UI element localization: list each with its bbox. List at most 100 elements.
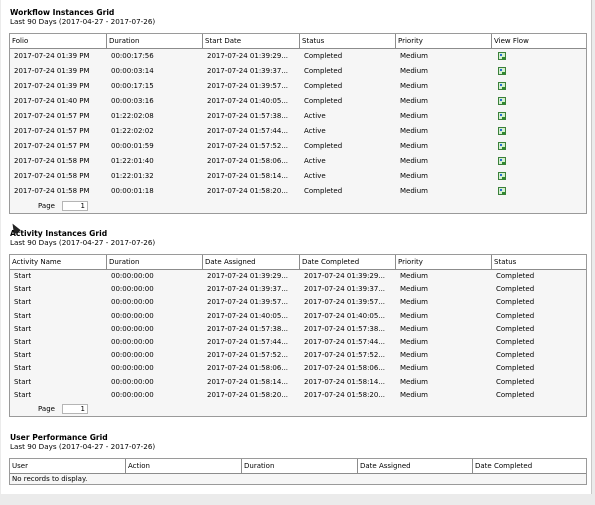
status-cell: Completed xyxy=(304,82,343,90)
duration-cell: 00:00:01:18 xyxy=(111,187,154,195)
date-assigned-cell: 2017-07-24 01:39:37... xyxy=(207,285,289,294)
start-date-cell: 2017-07-24 01:57:44... xyxy=(207,127,289,135)
status-cell: Completed xyxy=(496,351,535,360)
column-header-date-completed[interactable]: Date Completed xyxy=(475,462,533,470)
duration-cell: 00:00:00:00 xyxy=(111,324,154,333)
priority-cell: Medium xyxy=(400,172,428,180)
table-row[interactable]: Start 00:00:00:00 2017-07-24 01:39:57... 20… xyxy=(10,296,586,309)
priority-cell: Medium xyxy=(400,390,428,399)
table-row[interactable]: 2017-07-24 01:57 PM 01:22:02:02 2017-07-24… xyxy=(10,124,586,139)
status-cell: Completed xyxy=(496,337,535,346)
column-header-date-assigned[interactable]: Date Assigned xyxy=(203,255,300,269)
activity-grid-body: Start 00:00:00:00 2017-07-24 01:39:29... 20… xyxy=(10,270,586,402)
workflow-grid-date-range: Last 90 Days (2017-04-27 - 2017-07-26) xyxy=(10,17,156,26)
column-header-status[interactable]: Status xyxy=(300,34,396,48)
priority-cell: Medium xyxy=(400,377,428,386)
priority-cell: Medium xyxy=(400,52,428,60)
table-row[interactable]: Start 00:00:00:00 2017-07-24 01:58:06... 20… xyxy=(10,362,586,375)
table-row[interactable]: Start 00:00:00:00 2017-07-24 01:39:29... 20… xyxy=(10,270,586,283)
page-number-input[interactable]: 1 xyxy=(62,403,88,414)
view-flow-icon[interactable] xyxy=(498,97,506,105)
view-flow-icon[interactable] xyxy=(498,172,506,180)
column-header-priority[interactable]: Priority xyxy=(396,34,492,48)
start-date-cell: 2017-07-24 01:58:06... xyxy=(207,157,289,165)
column-header-duration[interactable]: Duration xyxy=(242,459,358,473)
page-number-input[interactable]: 1 xyxy=(62,201,88,211)
workflow-grid: Folio Duration Start Date Status Priorit… xyxy=(9,33,587,214)
table-row[interactable]: Start 00:00:00:00 2017-07-24 01:58:20... 20… xyxy=(10,389,586,402)
activity-name-cell: Start xyxy=(14,337,32,346)
start-date-cell: 2017-07-24 01:40:05... xyxy=(207,97,289,105)
duration-cell: 00:00:03:16 xyxy=(111,97,154,105)
priority-cell: Medium xyxy=(400,364,428,373)
column-header-folio[interactable]: Folio xyxy=(10,34,107,48)
start-date-cell: 2017-07-24 01:39:57... xyxy=(207,82,289,90)
table-row[interactable]: 2017-07-24 01:58 PM 01:22:01:32 2017-07-24… xyxy=(10,169,586,184)
table-row[interactable]: 2017-07-24 01:39 PM 00:00:03:14 2017-07-24… xyxy=(10,64,586,79)
column-header-user[interactable]: User xyxy=(10,459,126,473)
table-row[interactable]: Start 00:00:00:00 2017-07-24 01:57:52... 20… xyxy=(10,349,586,362)
view-flow-icon[interactable] xyxy=(498,157,506,165)
view-flow-icon[interactable] xyxy=(498,187,506,195)
view-flow-icon[interactable] xyxy=(498,82,506,90)
table-row[interactable]: 2017-07-24 01:39 PM 00:00:17:56 2017-07-24… xyxy=(10,49,586,64)
table-row[interactable]: 2017-07-24 01:58 PM 01:22:01:40 2017-07-24… xyxy=(10,154,586,169)
user-performance-grid-title: User Performance Grid xyxy=(10,433,108,442)
pager-label: Page xyxy=(38,202,55,210)
priority-cell: Medium xyxy=(400,67,428,75)
table-row[interactable]: 2017-07-24 01:39 PM 00:00:17:15 2017-07-24… xyxy=(10,79,586,94)
date-completed-cell: 2017-07-24 01:58:06... xyxy=(304,364,386,373)
column-header-status[interactable]: Status xyxy=(494,258,517,266)
workflow-grid-header: Folio Duration Start Date Status Priorit… xyxy=(10,34,586,49)
duration-cell: 01:22:02:02 xyxy=(111,127,154,135)
column-header-view-flow[interactable]: View Flow xyxy=(494,37,529,45)
duration-cell: 00:00:00:00 xyxy=(111,337,154,346)
folio-cell: 2017-07-24 01:39 PM xyxy=(14,67,90,75)
table-row[interactable]: 2017-07-24 01:57 PM 00:00:01:59 2017-07-24… xyxy=(10,139,586,154)
status-cell: Completed xyxy=(496,272,535,280)
column-header-action[interactable]: Action xyxy=(126,459,242,473)
column-header-activity-name[interactable]: Activity Name xyxy=(10,255,107,269)
status-cell: Completed xyxy=(304,52,343,60)
start-date-cell: 2017-07-24 01:58:20... xyxy=(207,187,289,195)
column-header-date-assigned[interactable]: Date Assigned xyxy=(358,459,473,473)
date-completed-cell: 2017-07-24 01:58:20... xyxy=(304,390,386,399)
table-row[interactable]: 2017-07-24 01:58 PM 00:00:01:18 2017-07-24… xyxy=(10,184,586,199)
view-flow-icon[interactable] xyxy=(498,52,506,60)
view-flow-icon[interactable] xyxy=(498,67,506,75)
priority-cell: Medium xyxy=(400,351,428,360)
duration-cell: 00:00:00:00 xyxy=(111,311,154,320)
column-header-date-completed[interactable]: Date Completed xyxy=(300,255,396,269)
priority-cell: Medium xyxy=(400,127,428,135)
table-row[interactable]: Start 00:00:00:00 2017-07-24 01:57:44... 20… xyxy=(10,336,586,349)
date-assigned-cell: 2017-07-24 01:58:20... xyxy=(207,390,289,399)
folio-cell: 2017-07-24 01:57 PM xyxy=(14,127,90,135)
view-flow-icon[interactable] xyxy=(498,142,506,150)
table-row[interactable]: 2017-07-24 01:57 PM 01:22:02:08 2017-07-24… xyxy=(10,109,586,124)
duration-cell: 01:22:02:08 xyxy=(111,112,154,120)
priority-cell: Medium xyxy=(400,112,428,120)
priority-cell: Medium xyxy=(400,298,428,307)
status-cell: Completed xyxy=(496,377,535,386)
table-row[interactable]: Start 00:00:00:00 2017-07-24 01:57:38... 20… xyxy=(10,323,586,336)
column-header-duration[interactable]: Duration xyxy=(107,34,203,48)
column-header-start-date[interactable]: Start Date xyxy=(203,34,300,48)
view-flow-icon[interactable] xyxy=(498,127,506,135)
table-row[interactable]: Start 00:00:00:00 2017-07-24 01:39:37... 20… xyxy=(10,283,586,296)
workflow-grid-title: Workflow Instances Grid xyxy=(10,8,115,17)
column-header-priority[interactable]: Priority xyxy=(396,255,492,269)
activity-name-cell: Start xyxy=(14,390,32,399)
date-assigned-cell: 2017-07-24 01:58:14... xyxy=(207,377,289,386)
table-row[interactable]: 2017-07-24 01:40 PM 00:00:03:16 2017-07-24… xyxy=(10,94,586,109)
start-date-cell: 2017-07-24 01:58:14... xyxy=(207,172,289,180)
column-header-duration[interactable]: Duration xyxy=(107,255,203,269)
date-assigned-cell: 2017-07-24 01:57:38... xyxy=(207,324,289,333)
priority-cell: Medium xyxy=(400,337,428,346)
activity-name-cell: Start xyxy=(14,272,32,280)
table-row[interactable]: Start 00:00:00:00 2017-07-24 01:40:05... 20… xyxy=(10,310,586,323)
activity-grid: Activity Name Duration Date Assigned Dat… xyxy=(9,254,587,417)
view-flow-icon[interactable] xyxy=(498,112,506,120)
date-completed-cell: 2017-07-24 01:39:37... xyxy=(304,285,386,294)
table-row[interactable]: Start 00:00:00:00 2017-07-24 01:58:14... 20… xyxy=(10,376,586,389)
start-date-cell: 2017-07-24 01:39:37... xyxy=(207,67,289,75)
